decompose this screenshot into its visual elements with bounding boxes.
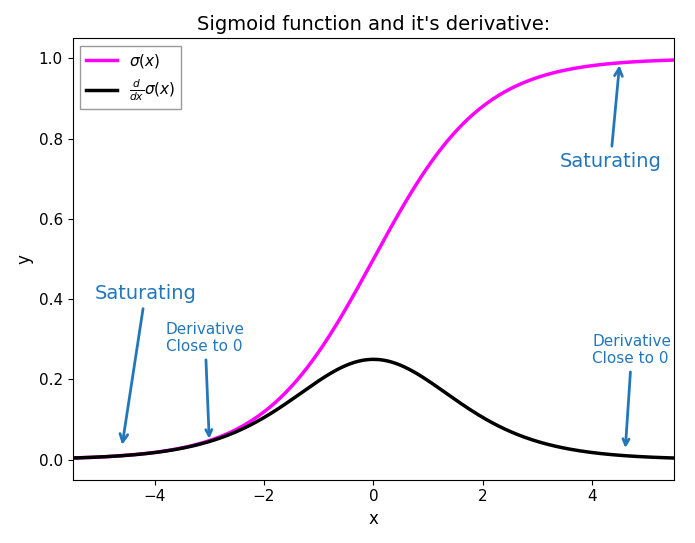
Title: Sigmoid function and it's derivative:: Sigmoid function and it's derivative: [197, 15, 550, 34]
Text: Saturating: Saturating [95, 284, 196, 442]
Legend: $\sigma(x)$, $\frac{d}{dx}\sigma(x)$: $\sigma(x)$, $\frac{d}{dx}\sigma(x)$ [80, 46, 181, 109]
Text: Saturating: Saturating [559, 68, 662, 171]
Y-axis label: y: y [15, 254, 33, 264]
Text: Derivative
Close to 0: Derivative Close to 0 [592, 334, 671, 445]
X-axis label: x: x [368, 510, 378, 528]
Text: Derivative
Close to 0: Derivative Close to 0 [165, 322, 245, 435]
